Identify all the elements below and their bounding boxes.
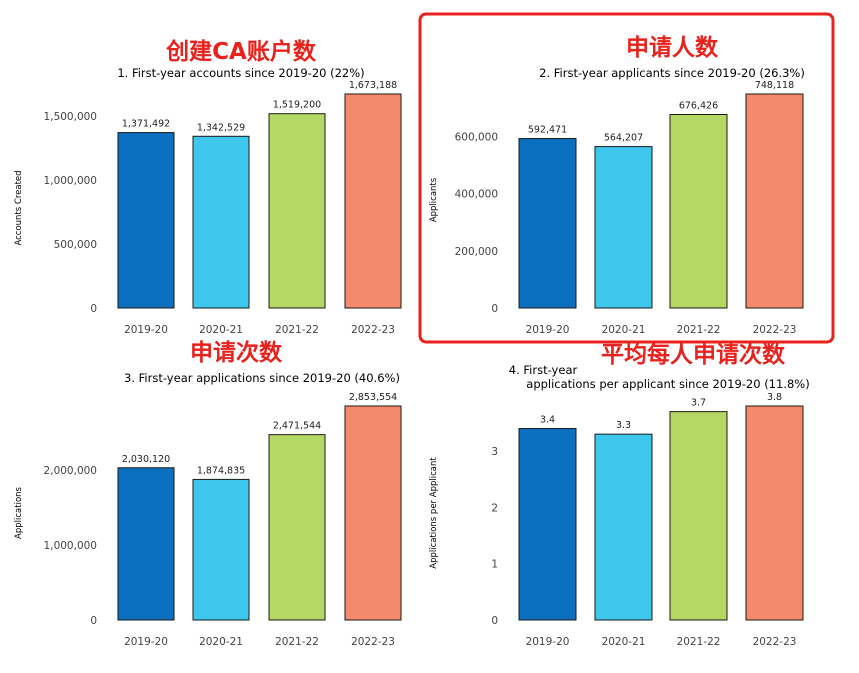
chart-panel-applicants: 申请人数 2. First-year applicants since 2019…: [429, 34, 805, 336]
chart-title-line-1: 4. First-year: [509, 363, 578, 377]
y-tick-label: 600,000: [455, 131, 498, 143]
x-tick-label: 2022-23: [753, 324, 797, 336]
y-tick-label: 0: [491, 303, 498, 315]
data-label: 3.4: [540, 415, 555, 426]
x-tick-label: 2022-23: [351, 636, 395, 648]
bar-2021-22: [268, 113, 326, 309]
bar-2019-20: [518, 138, 577, 309]
data-label: 1,371,492: [122, 119, 170, 130]
bar-2021-22: [669, 114, 728, 309]
x-tick-label: 2019-20: [526, 324, 570, 336]
chart-panel-applications: 申请次数 3. First-year applications since 20…: [14, 339, 402, 648]
data-label: 564,207: [604, 133, 643, 144]
y-tick-label: 0: [90, 615, 97, 627]
x-tick-label: 2020-21: [602, 636, 646, 648]
y-tick-label: 3: [491, 446, 498, 458]
chart-title: 1. First-year accounts since 2019-20 (22…: [117, 66, 364, 80]
data-label: 676,426: [679, 101, 718, 112]
y-tick-label: 1: [491, 559, 498, 571]
data-label: 748,118: [755, 80, 794, 91]
x-tick-label: 2021-22: [275, 324, 319, 336]
data-label: 3.3: [616, 420, 631, 431]
x-tick-label: 2021-22: [275, 636, 319, 648]
data-label: 2,030,120: [122, 454, 170, 465]
y-tick-label: 2: [491, 502, 498, 514]
chinese-annotation: 申请人数: [626, 34, 719, 61]
y-axis-label: Applications: [14, 486, 24, 538]
bar-2019-20: [518, 428, 577, 621]
x-tick-label: 2020-21: [199, 324, 243, 336]
data-label: 1,673,188: [349, 80, 397, 91]
data-label: 2,853,554: [349, 392, 397, 403]
chart-title: 3. First-year applications since 2019-20…: [124, 371, 400, 385]
y-axis-label: Applications per Applicant: [429, 457, 439, 569]
y-tick-label: 200,000: [455, 246, 498, 258]
y-tick-label: 400,000: [455, 189, 498, 201]
y-tick-label: 0: [90, 303, 97, 315]
y-axis-label: Applicants: [429, 177, 439, 222]
bar-2019-20: [117, 132, 175, 309]
bar-2022-23: [344, 93, 402, 309]
x-tick-label: 2022-23: [753, 636, 797, 648]
y-tick-label: 2,000,000: [44, 465, 97, 477]
y-tick-label: 0: [491, 615, 498, 627]
data-label: 1,874,835: [197, 465, 245, 476]
bar-2022-23: [344, 405, 402, 621]
data-label: 592,471: [528, 125, 567, 136]
chart-title-line-2: applications per applicant since 2019-20…: [526, 377, 809, 391]
bar-2022-23: [745, 405, 804, 621]
bar-2020-21: [192, 135, 250, 309]
highlight-box: [418, 12, 835, 344]
data-label: 1,519,200: [273, 100, 321, 111]
bar-2020-21: [192, 478, 250, 621]
y-axis-label: Accounts Created: [14, 170, 24, 245]
chart-panel-accounts: 创建CA账户数 1. First-year accounts since 201…: [14, 38, 402, 336]
x-tick-label: 2020-21: [602, 324, 646, 336]
data-label: 1,342,529: [197, 122, 245, 133]
x-tick-label: 2019-20: [526, 636, 570, 648]
bar-2021-22: [268, 434, 326, 621]
bar-2020-21: [594, 146, 653, 309]
data-label: 3.8: [767, 392, 782, 403]
x-tick-label: 2021-22: [677, 324, 721, 336]
chinese-annotation: 创建CA账户数: [165, 38, 317, 65]
chart-title: 2. First-year applicants since 2019-20 (…: [539, 66, 805, 80]
chinese-annotation: 平均每人申请次数: [601, 341, 786, 368]
x-tick-label: 2019-20: [124, 324, 168, 336]
y-tick-label: 1,000,000: [44, 540, 97, 552]
chart-panel-applications-per-applicant: 平均每人申请次数 4. First-year applications per …: [429, 341, 810, 648]
chinese-annotation: 申请次数: [190, 339, 283, 366]
bar-2021-22: [669, 411, 728, 621]
x-tick-label: 2019-20: [124, 636, 168, 648]
y-tick-label: 1,000,000: [44, 175, 97, 187]
x-tick-label: 2021-22: [677, 636, 721, 648]
y-tick-label: 500,000: [54, 239, 97, 251]
data-label: 3.7: [691, 398, 706, 409]
bar-2019-20: [117, 467, 175, 621]
x-tick-label: 2020-21: [199, 636, 243, 648]
data-label: 2,471,544: [273, 421, 321, 432]
bar-2022-23: [745, 93, 804, 309]
bar-2020-21: [594, 433, 653, 621]
y-tick-label: 1,500,000: [44, 111, 97, 123]
x-tick-label: 2022-23: [351, 324, 395, 336]
